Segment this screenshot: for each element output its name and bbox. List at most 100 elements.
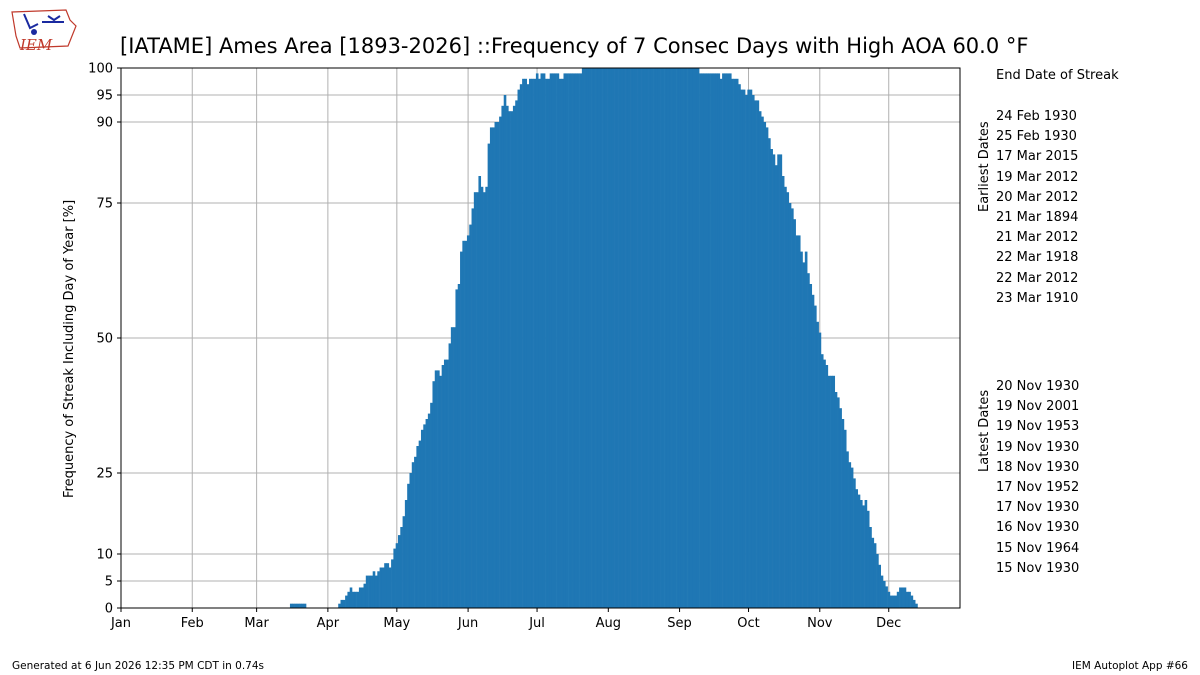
frequency-bar <box>563 73 567 608</box>
frequency-bar <box>446 359 449 608</box>
frequency-bar <box>570 73 573 608</box>
frequency-bar <box>370 575 373 608</box>
frequency-bar <box>811 294 815 608</box>
x-tick-label: Aug <box>596 616 621 631</box>
frequency-bar <box>354 591 357 608</box>
frequency-bar <box>673 68 677 608</box>
y-axis-label: Frequency of Streak Including Day of Yea… <box>62 199 77 498</box>
frequency-bar <box>616 68 619 608</box>
frequency-bar <box>804 251 808 608</box>
x-tick-label: Jun <box>457 616 478 631</box>
latest-date: 20 Nov 1930 <box>996 379 1080 394</box>
frequency-bar <box>685 68 688 608</box>
frequency-bar <box>423 424 426 608</box>
frequency-bar <box>476 192 479 608</box>
frequency-bar <box>420 429 424 608</box>
frequency-bar <box>882 581 886 608</box>
frequency-bar <box>699 73 702 608</box>
frequency-bar <box>372 571 376 608</box>
frequency-bar <box>565 73 569 608</box>
x-tick-label: Nov <box>807 616 833 631</box>
frequency-bar <box>597 68 601 608</box>
frequency-bar <box>650 68 654 608</box>
frequency-bar <box>349 587 353 608</box>
frequency-bar <box>837 397 840 608</box>
frequency-bar <box>522 78 525 609</box>
frequency-bar <box>710 73 714 608</box>
frequency-bar <box>365 575 369 608</box>
earliest-dates-label: Earliest Dates <box>977 121 992 212</box>
frequency-bar <box>418 440 422 608</box>
frequency-bar <box>779 154 783 608</box>
frequency-bar <box>864 500 868 608</box>
frequency-bar <box>722 73 725 608</box>
frequency-bar <box>483 192 486 608</box>
frequency-bar <box>499 116 502 608</box>
frequency-bar <box>892 595 895 608</box>
frequency-bar <box>878 564 881 608</box>
frequency-bar <box>820 354 824 608</box>
frequency-bar <box>848 462 852 608</box>
frequency-bar <box>680 68 684 608</box>
frequency-bar <box>379 567 383 608</box>
frequency-bar <box>554 73 557 608</box>
y-tick-label: 75 <box>96 197 113 212</box>
frequency-bar <box>600 68 603 608</box>
latest-dates-list: 20 Nov 1930 19 Nov 2001 19 Nov 1953 19 N… <box>996 377 1079 579</box>
frequency-bar <box>915 603 918 608</box>
frequency-bar <box>393 548 396 608</box>
frequency-bar <box>634 68 638 608</box>
frequency-bar <box>402 516 406 608</box>
frequency-bar <box>515 100 518 609</box>
frequency-bar <box>912 599 916 608</box>
frequency-bar <box>724 73 727 608</box>
latest-date: 18 Nov 1930 <box>996 459 1080 475</box>
frequency-bar <box>850 467 854 608</box>
frequency-bar <box>742 89 746 609</box>
frequency-bar <box>855 489 859 608</box>
frequency-bar <box>696 68 700 608</box>
frequency-bar <box>745 95 748 608</box>
frequency-bar <box>457 284 461 608</box>
frequency-bar <box>712 73 716 608</box>
frequency-bar <box>871 537 875 608</box>
frequency-bar <box>602 68 606 608</box>
weather-symbols-icon <box>23 13 64 30</box>
frequency-bar <box>747 89 750 609</box>
frequency-bar <box>609 68 613 608</box>
frequency-bar <box>581 68 585 608</box>
frequency-bar <box>662 68 665 608</box>
frequency-bar <box>551 73 555 608</box>
frequency-bar <box>694 68 698 608</box>
x-tick-label: Mar <box>244 616 269 631</box>
x-tick-label: Feb <box>181 616 204 631</box>
frequency-bar <box>740 89 744 609</box>
frequency-bar <box>471 208 475 608</box>
x-tick-label: May <box>383 616 410 631</box>
frequency-bar <box>653 68 656 608</box>
frequency-bar <box>706 73 709 608</box>
frequency-bar <box>887 591 891 608</box>
frequency-bar <box>731 78 734 609</box>
frequency-bar <box>719 78 723 609</box>
frequency-bar <box>409 473 413 608</box>
frequency-bar <box>816 321 819 608</box>
earliest-date: 17 Mar 2015 <box>996 149 1079 165</box>
frequency-bar <box>301 603 305 608</box>
earliest-date: 24 Feb 1930 <box>996 109 1077 124</box>
frequency-bar <box>646 68 649 608</box>
frequency-bar <box>374 575 378 608</box>
frequency-bar <box>715 73 718 608</box>
frequency-bar <box>843 429 847 608</box>
frequency-bar <box>676 68 679 608</box>
frequency-bar <box>591 68 594 608</box>
frequency-bar <box>905 591 909 608</box>
frequency-bar <box>430 402 433 608</box>
frequency-bar <box>754 100 757 609</box>
frequency-bar <box>345 595 348 608</box>
frequency-bar <box>834 392 838 608</box>
latest-date: 15 Nov 1964 <box>996 540 1080 556</box>
earliest-date: 25 Feb 1930 <box>996 129 1077 145</box>
frequency-bar <box>538 78 541 609</box>
